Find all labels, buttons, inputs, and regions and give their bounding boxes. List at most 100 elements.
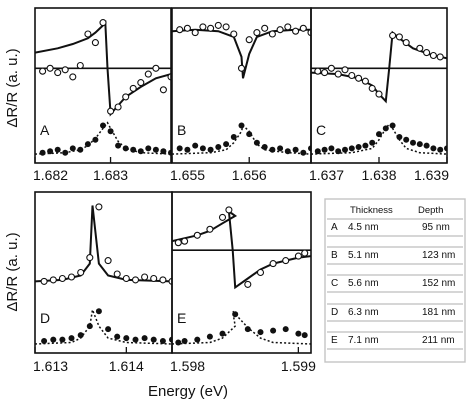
reflectance-data-point <box>86 254 94 262</box>
panel-a: A 1.682 1.683 <box>33 7 172 183</box>
table-cell: 152 nm <box>422 278 455 289</box>
panel-d: D 1.613 1.614 <box>33 191 173 374</box>
reflectance-fit-curve <box>35 205 172 283</box>
reflectance-data-point <box>355 74 363 82</box>
plot-area <box>172 21 311 156</box>
reflectance-data-point <box>245 36 253 44</box>
pl-data-point <box>150 336 157 343</box>
table-cell: 6.3 nm <box>348 307 379 318</box>
reflectance-data-point <box>113 270 121 278</box>
reflectance-data-point <box>276 26 284 34</box>
pl-data-point <box>175 339 182 346</box>
panel-e: E 1.598 1.599 <box>170 191 316 374</box>
table-header-cell: Thickness <box>350 205 393 216</box>
pl-data-point <box>348 145 355 152</box>
pl-data-point <box>92 136 99 143</box>
pl-data-point <box>230 134 237 140</box>
table-row: E 7.1 nm 211 nm <box>331 335 455 346</box>
pl-data-point <box>84 141 91 148</box>
reflectance-data-point <box>327 64 335 72</box>
pl-data-point <box>199 145 206 152</box>
panel-letter: D <box>40 310 50 326</box>
pl-data-point <box>244 326 251 333</box>
reflectance-data-point <box>84 30 92 38</box>
reflectance-data-point <box>436 53 444 61</box>
table-cell: 123 nm <box>422 250 455 261</box>
pl-data-point <box>269 146 276 153</box>
panel-letter: C <box>316 122 326 138</box>
pl-data-point <box>105 326 112 333</box>
pl-data-point <box>132 336 139 343</box>
pl-data-point <box>141 335 148 342</box>
pl-data-point <box>423 142 430 149</box>
table-cell: 95 nm <box>422 222 450 233</box>
reflectance-data-point <box>99 19 107 27</box>
reflectance-data-point <box>46 64 54 72</box>
pl-data-point <box>396 134 403 140</box>
pl-data-point <box>184 146 191 153</box>
reflectance-data-point <box>122 274 130 283</box>
pl-data-point <box>77 332 84 339</box>
pl-data-point <box>410 139 416 146</box>
x-tick-label: 1.598 <box>170 358 205 374</box>
table-header-cell: Depth <box>418 205 443 216</box>
x-tick-label: 1.683 <box>93 167 128 183</box>
reflectance-data-point <box>67 273 76 281</box>
panel-frame <box>34 191 173 354</box>
reflectance-data-point <box>77 268 85 277</box>
table-cell: 7.1 nm <box>348 335 379 346</box>
pl-data-point <box>206 333 213 340</box>
pl-data-point <box>389 122 396 129</box>
reflectance-data-point <box>429 51 437 60</box>
reflectance-data-point <box>114 103 122 111</box>
pl-data-point <box>145 145 152 152</box>
reflectance-data-point <box>144 70 152 78</box>
reflectance-data-point <box>244 280 252 288</box>
reflectance-data-point <box>159 276 167 284</box>
pl-data-point <box>437 146 444 153</box>
table-cell: E <box>331 335 338 346</box>
panel-letter: E <box>177 310 186 326</box>
reflectance-data-point <box>261 24 269 32</box>
pl-data-point <box>295 330 302 337</box>
plot-area <box>35 19 171 156</box>
reflectance-data-point <box>214 21 222 29</box>
x-tick-label: 1.655 <box>170 167 205 183</box>
pl-data-point <box>39 149 46 156</box>
reflectance-data-point <box>206 225 214 233</box>
reflectance-data-point <box>49 276 57 284</box>
table-cell: 181 nm <box>422 307 455 318</box>
pl-data-point <box>292 146 299 153</box>
table-cell: C <box>331 278 338 289</box>
reflectance-data-point <box>299 24 307 32</box>
table-cell: 5.6 nm <box>348 278 379 289</box>
x-axis-label: Energy (eV) <box>148 383 228 400</box>
pl-data-point <box>59 336 66 343</box>
pl-data-point <box>192 142 199 149</box>
sample-table: Thickness Depth A 4.5 nm 95 nm B 5.1 nm 123 nm C… <box>324 198 466 363</box>
pl-data-point <box>122 145 129 152</box>
pl-data-point <box>270 327 277 334</box>
reflectance-data-point <box>237 64 246 72</box>
table-row: A 4.5 nm 95 nm <box>331 222 450 233</box>
reflectance-data-point <box>150 274 158 283</box>
reflectance-data-point <box>69 73 77 81</box>
reflectance-data-point <box>230 30 238 38</box>
reflectance-data-point <box>292 27 300 35</box>
pl-data-point <box>123 335 130 342</box>
reflectance-data-point <box>402 39 410 47</box>
pl-data-point <box>41 338 48 344</box>
plot-area <box>311 30 447 155</box>
reflectance-data-point <box>269 260 277 268</box>
reflectance-data-point <box>256 268 265 277</box>
x-tick-label: 1.682 <box>33 167 68 183</box>
reflectance-data-point <box>334 70 342 78</box>
reflectance-data-point <box>395 33 403 41</box>
reflectance-data-point <box>122 93 130 101</box>
reflectance-data-point <box>389 31 397 40</box>
pl-data-point <box>114 333 121 340</box>
pl-data-point <box>300 149 307 156</box>
reflectance-data-point <box>253 29 261 37</box>
pl-data-point <box>100 122 106 129</box>
reflectance-data-point <box>39 67 47 75</box>
